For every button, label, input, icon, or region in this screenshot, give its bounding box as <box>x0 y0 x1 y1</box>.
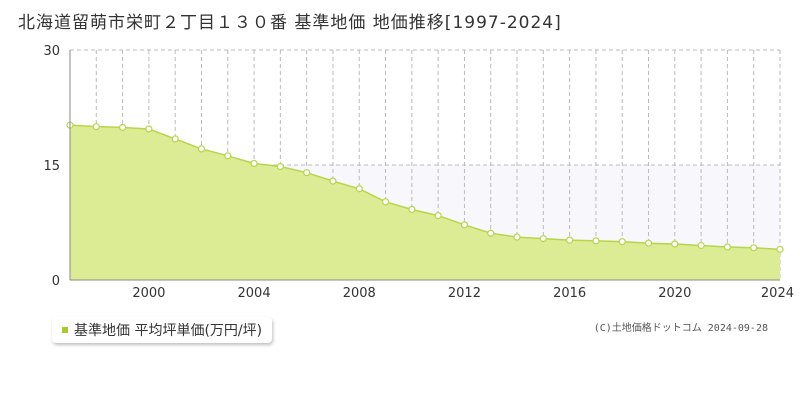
data-point <box>618 238 626 246</box>
data-point <box>776 245 784 253</box>
data-point <box>276 162 284 171</box>
horizontal-gridlines <box>70 49 780 166</box>
data-point <box>487 229 495 237</box>
data-point <box>644 239 653 247</box>
data-point <box>355 185 363 193</box>
data-point <box>697 241 705 250</box>
x-tick-label: 2012 <box>448 286 481 301</box>
data-point <box>224 152 232 160</box>
data-point <box>539 235 547 243</box>
legend-label: 基準地価 平均坪単価(万円/坪) <box>74 323 263 339</box>
data-point <box>750 244 758 252</box>
data-point <box>197 145 206 153</box>
legend: 基準地価 平均坪単価(万円/坪) <box>52 317 273 343</box>
data-point <box>329 177 337 185</box>
data-point <box>408 205 416 214</box>
data-point <box>171 135 179 143</box>
x-tick-label: 2024 <box>761 286 794 301</box>
x-tick-labels: 2000 2004 2008 2012 2016 2020 2024 <box>132 286 794 301</box>
data-point <box>250 159 258 168</box>
x-tick-label: 2016 <box>553 286 586 301</box>
y-tick-label: 15 <box>43 159 60 174</box>
x-tick-label: 2004 <box>238 286 271 301</box>
chart-title: 北海道留萌市栄町２丁目１３０番 基準地価 地価推移[1997-2024] <box>18 13 562 33</box>
data-point <box>145 125 153 133</box>
data-point <box>381 198 390 206</box>
x-tick-label: 2008 <box>343 286 376 301</box>
x-tick-label: 2020 <box>658 286 691 301</box>
data-point <box>460 221 469 229</box>
data-point <box>513 233 521 241</box>
y-tick-labels: 0 15 30 <box>43 44 60 289</box>
series-line <box>69 124 781 251</box>
data-point <box>92 123 100 131</box>
series-markers <box>66 121 784 253</box>
copyright-text: (C)土地価格ドットコム 2024-09-28 <box>593 323 768 334</box>
legend-swatch <box>62 327 68 333</box>
data-point <box>592 237 600 245</box>
y-tick-label: 30 <box>43 44 60 59</box>
data-point <box>723 243 732 251</box>
data-point <box>566 236 574 244</box>
data-point <box>303 169 311 177</box>
data-point <box>434 212 442 220</box>
y-tick-label: 0 <box>52 274 60 289</box>
data-point <box>118 123 127 132</box>
x-tick-label: 2000 <box>132 286 165 301</box>
data-point <box>671 240 679 248</box>
